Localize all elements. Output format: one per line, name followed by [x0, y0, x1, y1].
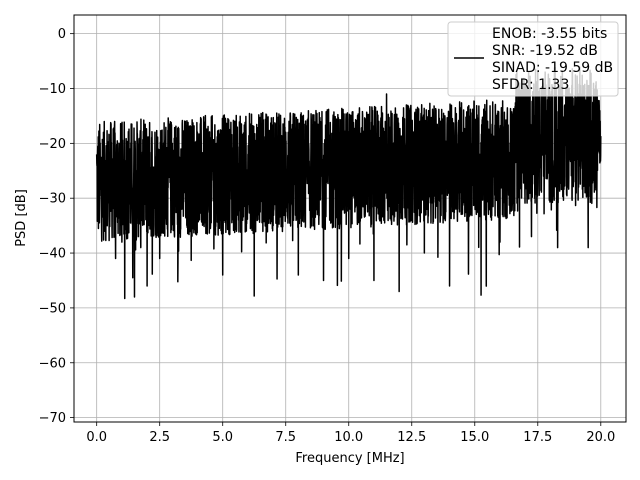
x-tick-label: 20.0: [586, 430, 615, 445]
x-axis-ticks: 0.0 2.5 5.0 7.5 10.0 12.5 15.0 17.5 20.0: [86, 422, 615, 445]
y-tick-label: 0: [58, 27, 66, 42]
legend-line-snr: SNR: -19.52 dB: [492, 43, 598, 59]
y-tick-label: −70: [39, 411, 66, 426]
x-tick-label: 12.5: [397, 430, 426, 445]
y-tick-label: −20: [39, 137, 66, 152]
legend-box: [447, 21, 619, 97]
x-tick-label: 7.5: [275, 430, 296, 445]
x-tick-label: 10.0: [334, 430, 363, 445]
y-tick-label: −50: [39, 301, 66, 316]
y-tick-label: −30: [39, 192, 66, 207]
x-tick-label: 0.0: [86, 430, 107, 445]
y-axis-ticks: 0 −10 −20 −30 −40 −50 −60 −70: [39, 27, 74, 426]
y-tick-label: −40: [39, 247, 66, 262]
legend-line-sinad: SINAD: -19.59 dB: [492, 60, 613, 76]
x-tick-label: 5.0: [212, 430, 233, 445]
legend-line-enob: ENOB: -3.55 bits: [492, 26, 607, 42]
y-axis-label: PSD [dB]: [14, 189, 29, 247]
x-tick-label: 17.5: [523, 430, 552, 445]
x-axis-label: Frequency [MHz]: [295, 451, 404, 466]
x-tick-label: 2.5: [149, 430, 170, 445]
legend-line-sfdr: SFDR: 1.33: [492, 77, 569, 93]
legend: ENOB: -3.55 bits SNR: -19.52 dB SINAD: -…: [447, 21, 619, 97]
y-tick-label: −10: [39, 82, 66, 97]
x-tick-label: 15.0: [460, 430, 489, 445]
plot-frame: [73, 14, 627, 423]
y-tick-label: −60: [39, 356, 66, 371]
